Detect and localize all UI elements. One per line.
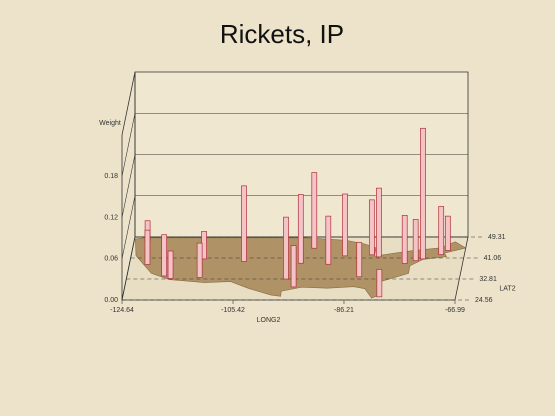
plot-area: 0.00 0.06 0.12 0.18 Weight -124.64 -105.42 -86.… bbox=[99, 71, 516, 324]
bar bbox=[283, 216, 289, 280]
bar bbox=[144, 229, 151, 265]
us-map bbox=[135, 237, 467, 299]
bar bbox=[167, 250, 174, 279]
bar bbox=[412, 219, 419, 262]
grid-line bbox=[121, 112, 468, 177]
x-axis-label: LONG2 bbox=[257, 317, 281, 324]
x-tick-label: -86.21 bbox=[334, 307, 354, 314]
bar bbox=[342, 193, 348, 257]
z-tick-label: 32.81 bbox=[479, 276, 497, 283]
y-tick-label: 0.18 bbox=[104, 173, 118, 180]
bar bbox=[368, 199, 375, 256]
x-tick-label: -66.99 bbox=[445, 307, 465, 314]
y-tick-label: 0.06 bbox=[104, 256, 118, 263]
grid-line bbox=[121, 154, 468, 218]
z-axis-label: LAT2 bbox=[499, 286, 515, 293]
bar bbox=[376, 187, 382, 258]
y-tick-label: 0.00 bbox=[104, 297, 118, 304]
y-axis-label: Weight bbox=[99, 120, 121, 127]
x-tick-label: -124.64 bbox=[110, 307, 134, 314]
bar bbox=[297, 194, 304, 264]
bar bbox=[196, 242, 203, 278]
grid-line bbox=[121, 195, 468, 259]
bar bbox=[438, 206, 445, 255]
bar bbox=[401, 215, 408, 264]
bar bbox=[290, 245, 297, 288]
bar bbox=[241, 185, 247, 262]
x-tick-label: -105.42 bbox=[221, 307, 245, 314]
bar bbox=[161, 234, 168, 277]
bar bbox=[325, 215, 332, 265]
bar bbox=[356, 242, 363, 278]
z-tick-label: 24.56 bbox=[475, 297, 493, 304]
chart-title: Rickets, IP bbox=[220, 19, 344, 49]
y-tick-label: 0.12 bbox=[104, 214, 118, 221]
bar bbox=[311, 172, 318, 249]
bar bbox=[376, 268, 383, 298]
z-tick-label: 49.31 bbox=[488, 234, 506, 241]
bar bbox=[444, 215, 451, 251]
bar bbox=[420, 127, 426, 260]
z-tick-label: 41.06 bbox=[484, 255, 502, 262]
